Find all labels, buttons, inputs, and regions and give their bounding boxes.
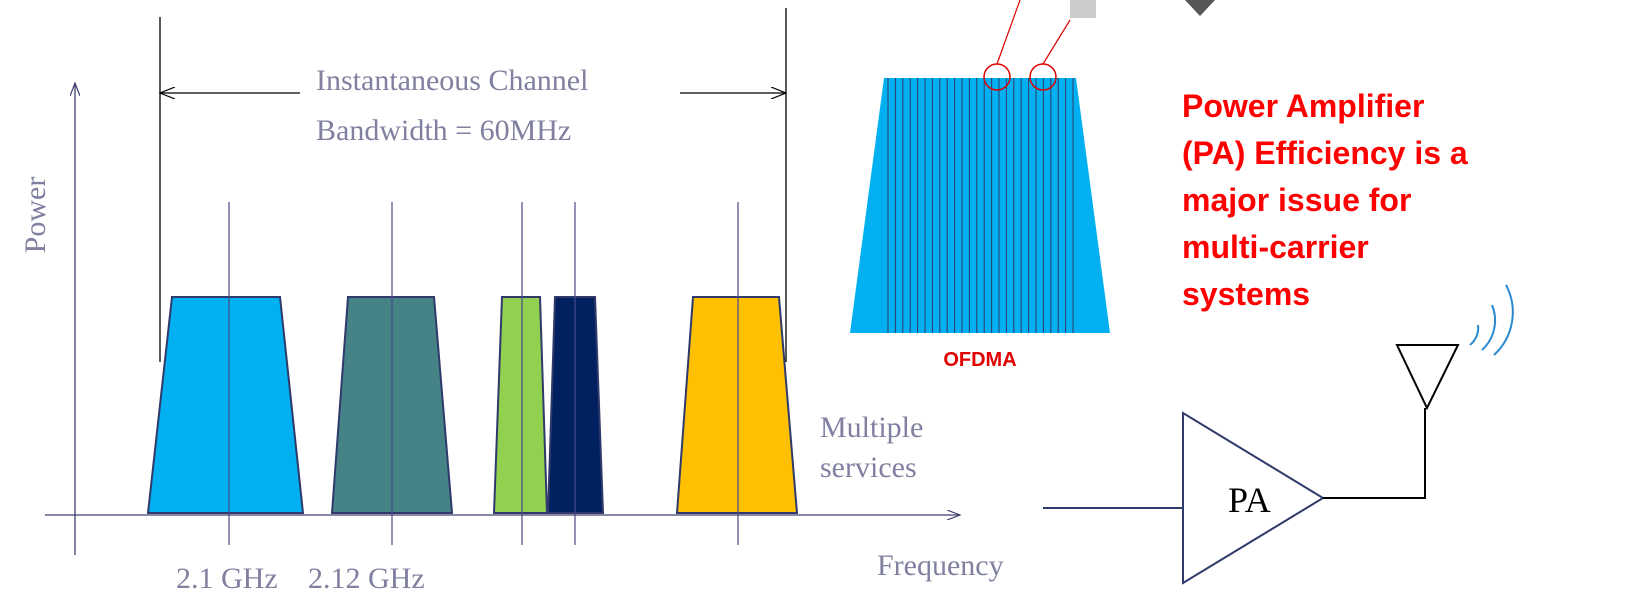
note-line: systems [1182,276,1310,312]
carrier-label: 2.1 GHz [176,562,278,595]
services-label: services [820,451,917,484]
note-line: (PA) Efficiency is a [1182,135,1468,171]
carrier-label: 2.12 GHz [308,562,425,595]
amplifier-label: PA [1228,480,1271,520]
note-line: multi-carrier [1182,229,1369,265]
services-label: Multiple [820,411,923,444]
amplifier [1043,285,1513,583]
note-line: major issue for [1182,182,1411,218]
bandwidth-label: Bandwidth = 60MHz [316,114,571,147]
bandwidth-label: Instantaneous Channel [316,64,588,97]
ofdma-spectrum [850,0,1215,333]
diagram: Instantaneous Channel Bandwidth = 60MHz … [0,0,1625,610]
y-axis-label: Power [19,177,52,254]
x-axis-label: Frequency [877,549,1004,582]
note-line: Power Amplifier [1182,88,1424,124]
carriers [148,297,797,513]
carrier-centers [229,202,738,545]
ofdma-label: OFDMA [943,349,1016,371]
